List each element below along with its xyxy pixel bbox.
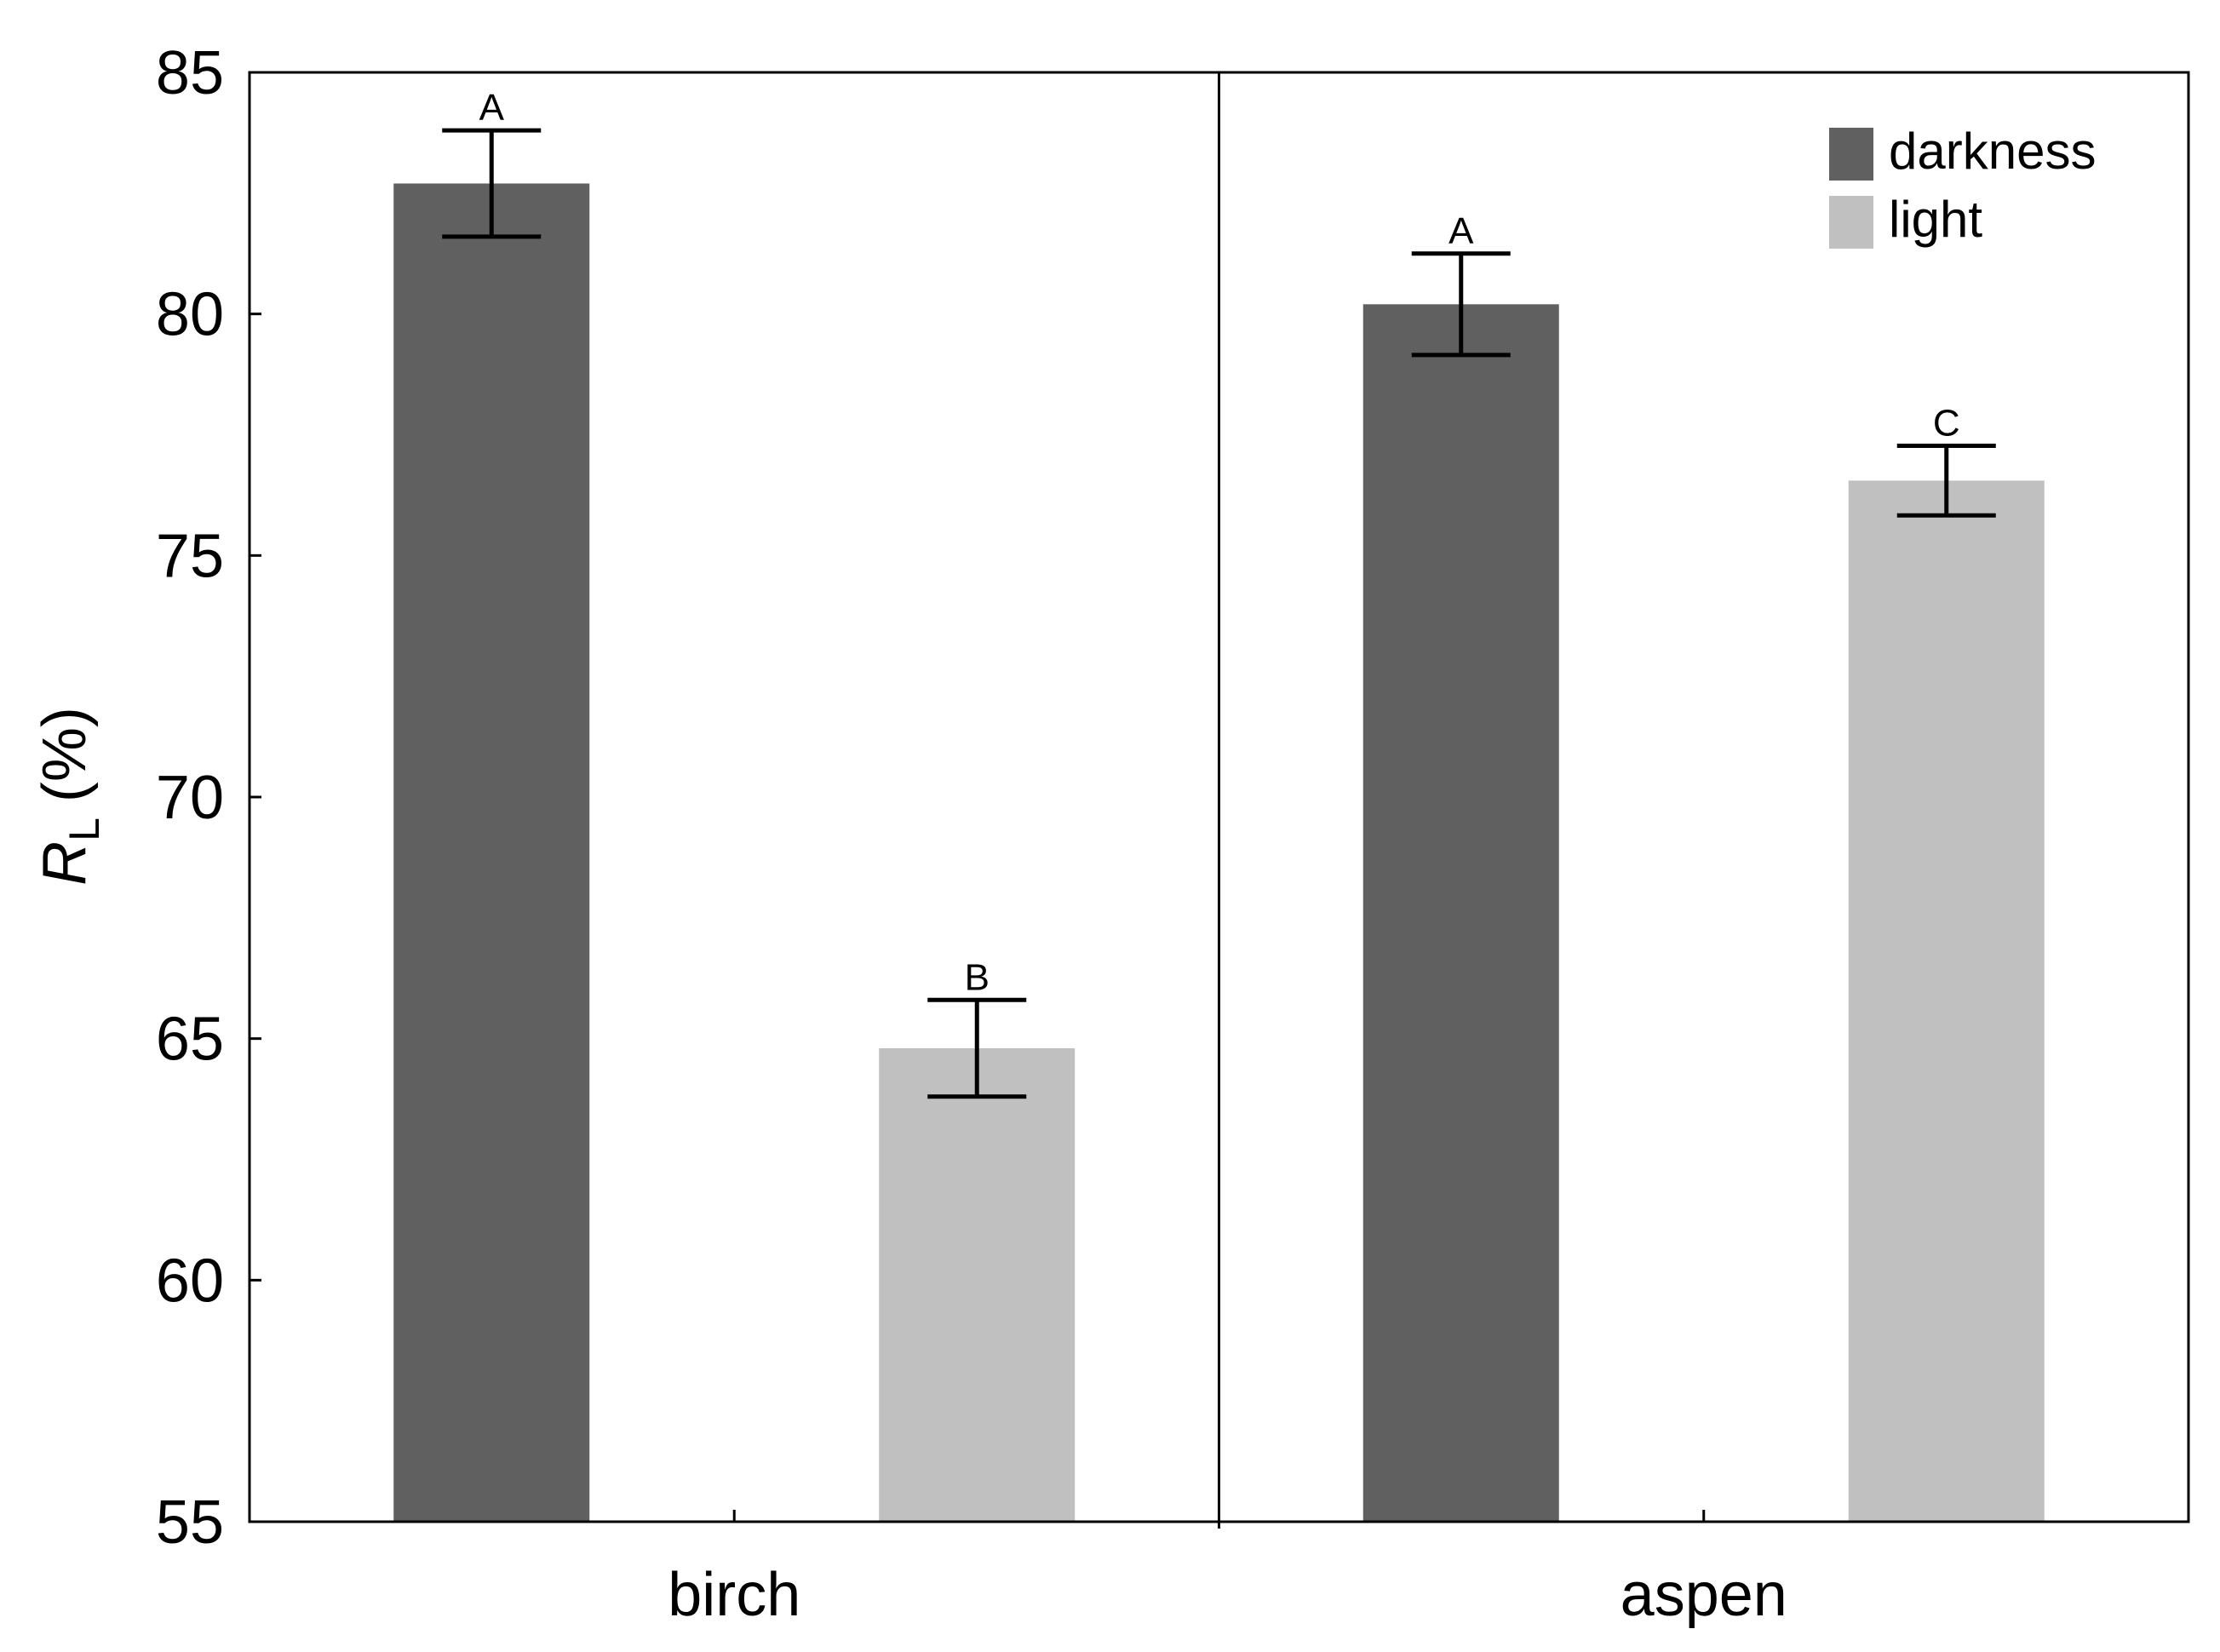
bar-aspen-light: [1848, 480, 2045, 1522]
significance-label-aspen-light: C: [1933, 403, 1960, 445]
y-axis-symbol: R: [31, 841, 99, 886]
y-axis-label: RL (%): [31, 707, 108, 886]
bar-birch-darkness: [393, 183, 590, 1522]
y-tick-label-75: 75: [156, 522, 224, 590]
legend-label-light: light: [1889, 191, 1982, 248]
y-tick-label-70: 70: [156, 764, 224, 832]
significance-label-birch-darkness: A: [479, 87, 505, 129]
significance-label-aspen-darkness: A: [1448, 210, 1474, 252]
y-tick-label-80: 80: [156, 281, 224, 349]
x-tick-label-aspen: aspen: [1621, 1561, 1787, 1629]
y-tick-label-85: 85: [156, 39, 224, 107]
x-tick-label-birch: birch: [668, 1561, 800, 1629]
legend-swatch-darkness: [1829, 128, 1873, 181]
legend-swatch-light: [1829, 196, 1873, 249]
y-tick-label-65: 65: [156, 1006, 224, 1074]
legend-label-darkness: darkness: [1889, 123, 2096, 180]
bar-aspen-darkness: [1362, 304, 1559, 1522]
y-tick-label-60: 60: [156, 1247, 224, 1315]
y-axis-subscript: L: [60, 817, 108, 841]
bar-birch-light: [879, 1048, 1076, 1522]
significance-label-birch-light: B: [965, 956, 990, 998]
y-tick-label-55: 55: [156, 1489, 224, 1557]
y-axis-unit: (%): [31, 707, 99, 802]
